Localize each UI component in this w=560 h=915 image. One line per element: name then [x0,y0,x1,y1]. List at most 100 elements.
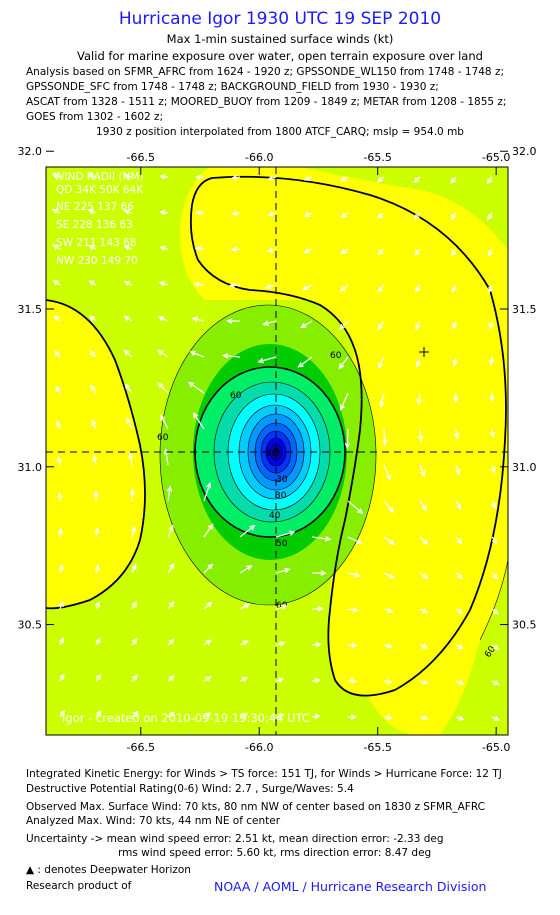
wind-vector-arrow [383,464,391,481]
wind-vector-arrow [376,176,385,183]
wind-vector-arrow [266,247,277,253]
wind-vector-arrow [275,567,291,574]
analyzed-max-text: Analyzed Max. Wind: 70 kts, 44 nm NE of … [26,815,281,827]
wind-vector-arrow [56,420,62,430]
contour-34kt-outline-left [46,299,146,610]
wind-vectors [51,173,501,721]
wind-vector-arrow [90,384,97,394]
wind-vector-arrow [87,173,97,179]
wind-vector-arrow [131,637,138,646]
wind-vector-arrow [419,608,429,614]
wind-vector-arrow [239,524,256,538]
wind-vector-arrow [55,385,61,394]
wind-vector-arrow [87,209,97,215]
wind-vector-arrow [191,316,205,323]
wind-vector-arrow [89,349,97,358]
contour-label: 60 [276,601,288,611]
triangle-icon: ▲ [26,864,35,876]
y-tick-label-right: 30.5 [512,619,537,632]
y-tick-label-left: 30.5 [18,619,43,632]
contour-label: 60 [157,433,169,443]
wind-vector-arrow [94,564,100,574]
wind-vector-arrow [303,175,313,181]
wind-radii-row: SE 228 136 63 [56,219,133,231]
noaa-link[interactable]: NOAA / AOML / Hurricane Research Divisio… [214,879,487,894]
wind-vector-arrow [87,245,97,251]
wind-vector-arrow [123,349,133,358]
contour-label: 50 [276,539,288,549]
x-tick-label-top: -66.0 [245,151,273,164]
deepwater-note: ▲ : denotes Deepwater Horizon [26,864,191,876]
wind-vector-arrow [267,211,277,217]
wind-vector-arrow [311,641,322,648]
wind-vector-arrow [455,572,464,579]
wind-vector-arrow [489,393,495,402]
position-note: 1930 z position interpolated from 1800 A… [96,126,464,138]
wind-vector-arrow [455,608,464,614]
wind-vector-arrow [347,500,364,515]
wind-vector-arrow [95,673,102,682]
contour-label: 40 [269,511,281,521]
wind-vector-arrow [157,316,169,322]
wind-vector-arrow [131,563,137,574]
wind-vector-arrow [275,641,286,647]
wind-vector-arrow [187,381,205,394]
wind-vector-arrow [95,710,102,718]
wind-vector-arrow [167,524,174,538]
x-tick-label-top: -65.0 [482,151,510,164]
wind-vector-arrow [58,636,64,646]
wind-vector-arrow [487,212,493,221]
wind-vector-arrow [311,536,332,542]
contour-label: 30 [275,491,287,501]
wind-vector-arrow [452,320,458,330]
wind-vector-arrow [490,464,496,474]
wind-vector-arrow [455,500,462,510]
wind-vector-arrow [226,318,240,324]
wind-vector-arrow [419,572,429,579]
wind-vector-arrow [491,608,500,615]
wind-vector-arrow [159,245,169,252]
wind-vector-arrow [414,284,421,293]
wind-vector-arrow [377,320,385,331]
wind-vector-arrow [311,605,324,612]
y-tick-label-right: 31.0 [512,461,537,474]
wind-radii-row: SW 211 143 68 [56,237,137,249]
wind-vector-arrow [203,639,212,646]
wind-vector-arrow [57,528,64,538]
wind-vector-arrow [192,412,205,430]
wind-vector-arrow [129,488,136,502]
wind-vector-arrow [300,320,313,329]
wind-vector-arrow [131,601,138,610]
wind-vector-arrow [488,320,494,330]
wind-vector-arrow [239,713,249,719]
wind-vector-arrow [451,248,457,257]
wind-vector-arrow [222,353,241,359]
wind-vector-arrow [203,676,212,682]
wind-vector-arrow [377,212,385,219]
wind-vector-arrow [167,563,175,574]
wind-radii-row: NW 230 149 70 [56,255,138,267]
wind-vector-arrow [157,382,169,394]
wind-vector-arrow [419,536,429,546]
x-tick-label-top: -66.5 [127,151,155,164]
wind-vector-arrow [340,248,349,255]
wind-vector-arrow [92,454,98,466]
wind-vector-arrow [419,679,429,685]
wind-vector-arrow [91,419,97,430]
wind-vector-arrow [413,176,421,184]
wind-vector-arrow [347,536,364,545]
wind-vector-arrow [231,210,241,217]
wind-vector-arrow [383,714,393,721]
wind-vector-arrow [167,601,175,610]
wind-vector-arrow [231,174,241,181]
wind-vector-arrow [488,284,494,294]
wind-vector-arrow [451,284,457,293]
wind-vector-arrow [383,572,395,579]
wind-vector-arrow [419,500,428,512]
wind-vector-arrow [131,674,138,682]
wind-vector-arrow [347,572,361,578]
wind-vector-arrow [377,284,385,293]
wind-vector-arrow [303,248,313,254]
wind-vector-arrow [338,320,349,330]
x-tick-label-bottom: -66.0 [245,741,273,754]
